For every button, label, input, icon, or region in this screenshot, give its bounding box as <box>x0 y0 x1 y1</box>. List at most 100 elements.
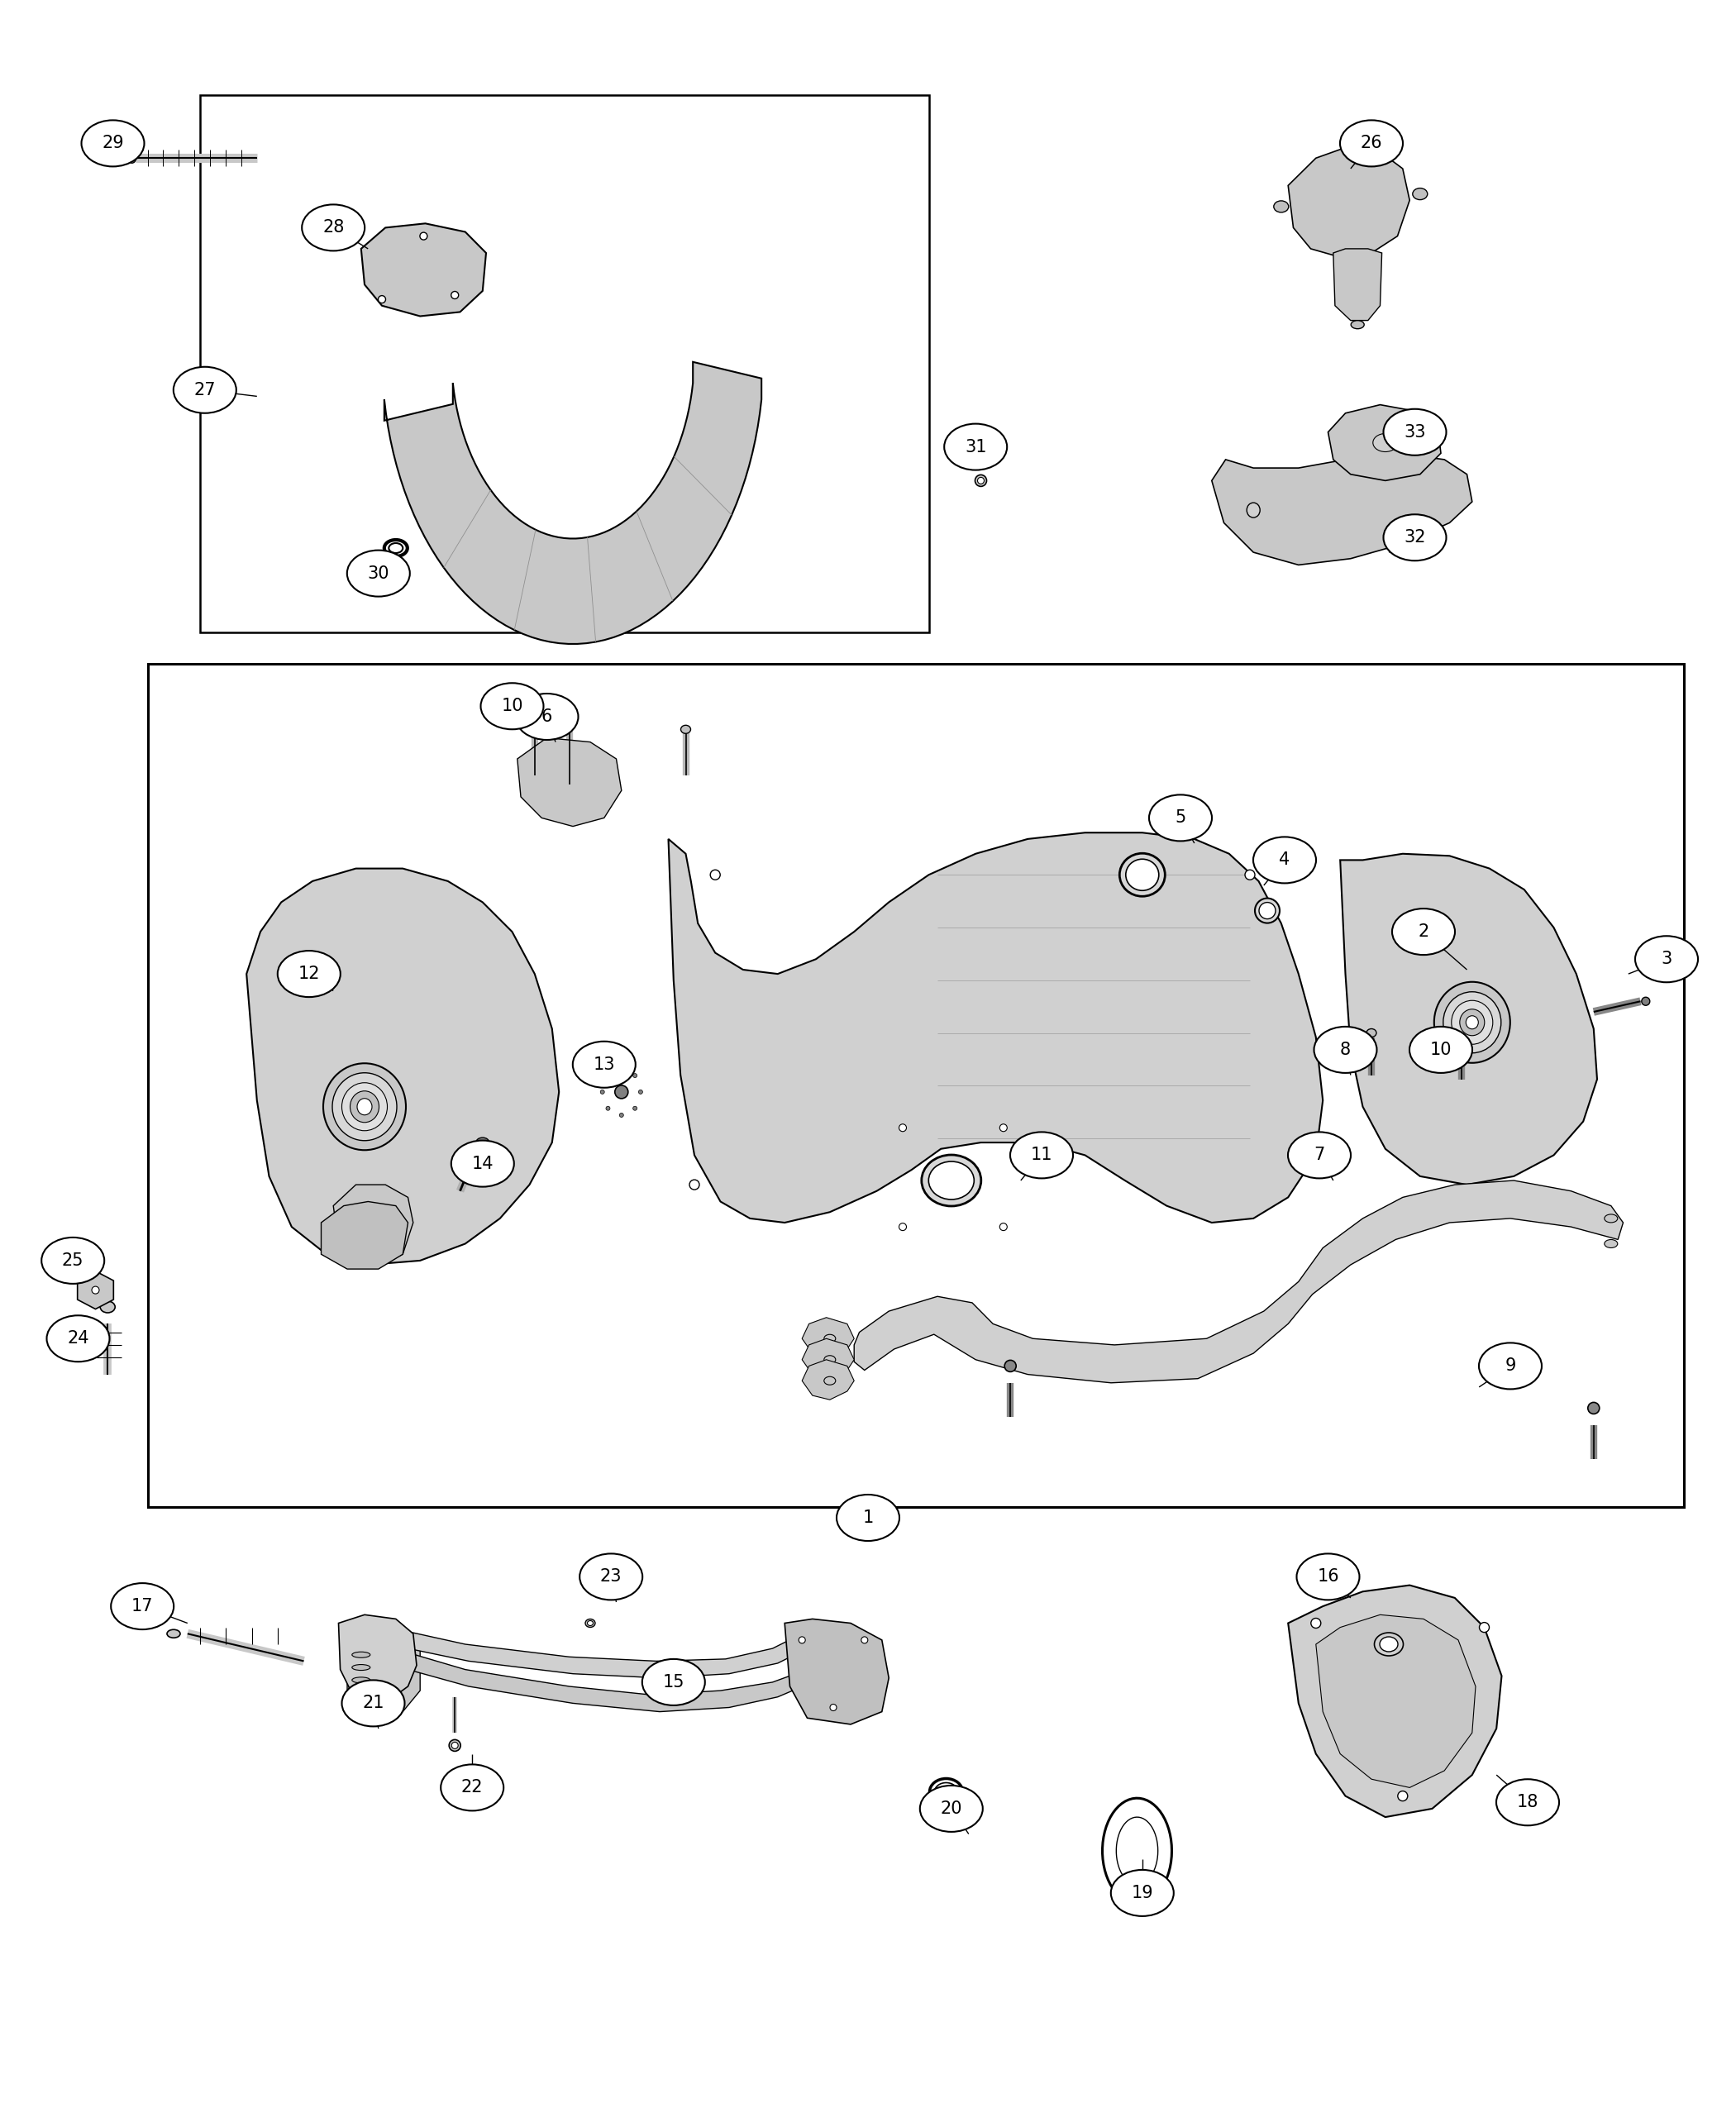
Text: 16: 16 <box>1318 1568 1338 1585</box>
Text: 11: 11 <box>1031 1147 1052 1164</box>
Ellipse shape <box>1434 982 1510 1062</box>
Ellipse shape <box>634 1107 637 1111</box>
Ellipse shape <box>481 683 543 729</box>
Text: 18: 18 <box>1517 1794 1538 1811</box>
Ellipse shape <box>580 1554 642 1600</box>
Ellipse shape <box>302 204 365 251</box>
Ellipse shape <box>1120 854 1165 896</box>
Ellipse shape <box>573 1041 635 1088</box>
Ellipse shape <box>352 1653 370 1657</box>
Polygon shape <box>247 868 559 1265</box>
Ellipse shape <box>1274 200 1288 213</box>
Ellipse shape <box>681 725 691 734</box>
Text: 17: 17 <box>132 1598 153 1615</box>
Bar <box>148 664 1684 1507</box>
Ellipse shape <box>347 550 410 597</box>
Ellipse shape <box>516 694 578 740</box>
Polygon shape <box>1288 148 1410 257</box>
Ellipse shape <box>620 1113 623 1117</box>
Polygon shape <box>1328 405 1441 481</box>
Ellipse shape <box>342 1084 387 1130</box>
Ellipse shape <box>1245 871 1255 879</box>
Text: 33: 33 <box>1404 424 1425 441</box>
Ellipse shape <box>1125 860 1160 890</box>
Ellipse shape <box>352 1703 370 1707</box>
Polygon shape <box>78 1271 113 1309</box>
Ellipse shape <box>1410 1027 1472 1073</box>
Ellipse shape <box>1340 120 1403 167</box>
Ellipse shape <box>1314 1027 1377 1073</box>
Ellipse shape <box>1373 434 1397 451</box>
Ellipse shape <box>1259 902 1276 919</box>
Ellipse shape <box>420 232 427 240</box>
Ellipse shape <box>1351 320 1364 329</box>
Ellipse shape <box>351 1092 378 1121</box>
Polygon shape <box>802 1360 854 1400</box>
Polygon shape <box>1316 1615 1476 1788</box>
Ellipse shape <box>352 1665 370 1670</box>
Ellipse shape <box>174 367 236 413</box>
Ellipse shape <box>1413 188 1427 200</box>
Text: 19: 19 <box>1132 1885 1153 1901</box>
Ellipse shape <box>587 1621 594 1625</box>
Ellipse shape <box>710 871 720 879</box>
Ellipse shape <box>825 1377 835 1385</box>
Text: 28: 28 <box>323 219 344 236</box>
Ellipse shape <box>1253 837 1316 883</box>
Ellipse shape <box>1384 514 1446 561</box>
Polygon shape <box>408 1653 833 1712</box>
Ellipse shape <box>1380 1636 1397 1653</box>
Text: 21: 21 <box>363 1695 384 1712</box>
Ellipse shape <box>474 1172 481 1180</box>
Text: 6: 6 <box>542 708 552 725</box>
Ellipse shape <box>451 1140 514 1187</box>
Text: 13: 13 <box>594 1056 615 1073</box>
Text: 26: 26 <box>1361 135 1382 152</box>
Text: 22: 22 <box>462 1779 483 1796</box>
Ellipse shape <box>1010 1132 1073 1178</box>
Ellipse shape <box>82 120 144 167</box>
Text: 27: 27 <box>194 382 215 398</box>
Text: 24: 24 <box>68 1330 89 1347</box>
Text: 8: 8 <box>1340 1041 1351 1058</box>
Ellipse shape <box>476 1138 490 1147</box>
Ellipse shape <box>92 1286 99 1294</box>
Ellipse shape <box>378 295 385 304</box>
Ellipse shape <box>1149 795 1212 841</box>
Ellipse shape <box>101 1301 115 1313</box>
Text: 32: 32 <box>1404 529 1425 546</box>
Ellipse shape <box>451 1741 458 1750</box>
Ellipse shape <box>1460 1010 1484 1035</box>
Ellipse shape <box>1479 1623 1489 1632</box>
Ellipse shape <box>606 1107 609 1111</box>
Ellipse shape <box>1604 1214 1618 1223</box>
Ellipse shape <box>1288 1132 1351 1178</box>
Ellipse shape <box>620 1067 623 1071</box>
Ellipse shape <box>689 1180 700 1189</box>
Text: 7: 7 <box>1314 1147 1325 1164</box>
Ellipse shape <box>1305 1134 1316 1143</box>
Ellipse shape <box>1297 1554 1359 1600</box>
Ellipse shape <box>352 1678 370 1682</box>
Ellipse shape <box>47 1315 109 1362</box>
Text: 20: 20 <box>941 1800 962 1817</box>
Ellipse shape <box>830 1703 837 1712</box>
Text: 5: 5 <box>1175 809 1186 826</box>
Polygon shape <box>802 1339 854 1379</box>
Ellipse shape <box>1635 936 1698 982</box>
Polygon shape <box>347 1627 420 1718</box>
Ellipse shape <box>977 476 984 485</box>
Ellipse shape <box>1397 1792 1408 1800</box>
Text: 2: 2 <box>1418 923 1429 940</box>
Ellipse shape <box>1496 1779 1559 1826</box>
Ellipse shape <box>323 1062 406 1151</box>
Ellipse shape <box>1451 1001 1493 1043</box>
Text: 10: 10 <box>1430 1041 1451 1058</box>
Ellipse shape <box>899 1223 906 1231</box>
Text: 31: 31 <box>965 438 986 455</box>
Polygon shape <box>408 1632 807 1678</box>
Text: 29: 29 <box>102 135 123 152</box>
Ellipse shape <box>278 951 340 997</box>
Polygon shape <box>1288 1585 1502 1817</box>
Ellipse shape <box>332 1073 398 1140</box>
